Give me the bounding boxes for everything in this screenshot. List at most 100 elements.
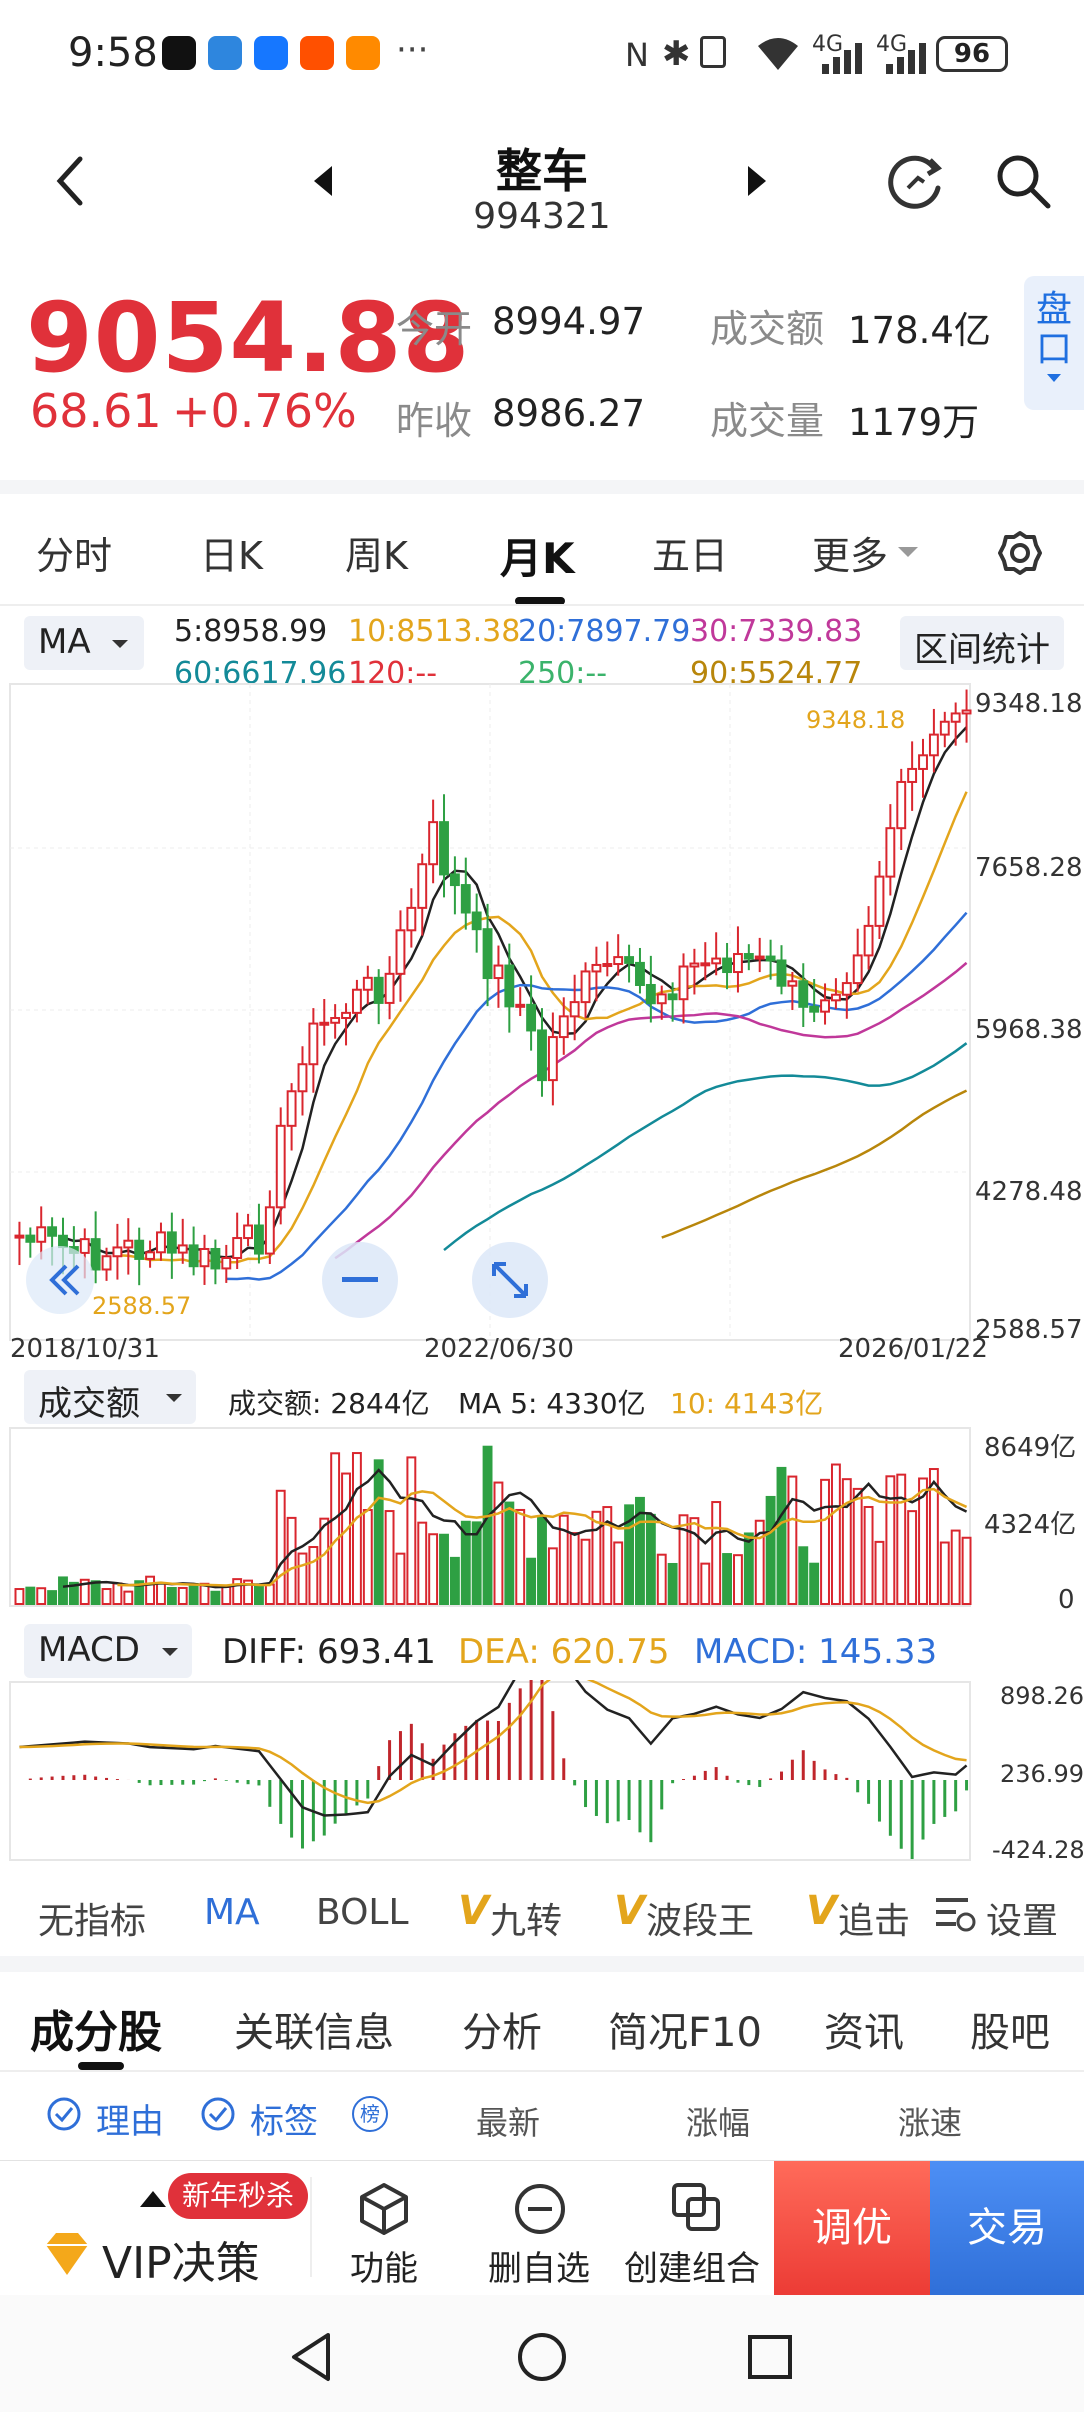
volume-bar — [635, 1496, 645, 1605]
section-forum[interactable]: 股吧 — [970, 2010, 1050, 2056]
volume-selector[interactable]: 成交额 — [24, 1370, 196, 1424]
indicator-jiuzhuan[interactable]: 九转 — [490, 1901, 563, 1942]
volume-bar — [907, 1510, 918, 1605]
range-stats-button[interactable]: 区间统计 — [900, 616, 1064, 670]
candle — [297, 1063, 308, 1093]
tag-toggle[interactable]: 标签 — [250, 2102, 318, 2142]
remove-watchlist-button[interactable]: 删自选 — [488, 2249, 590, 2289]
indicator-bodaowang[interactable]: 波段王 — [646, 1901, 755, 1942]
volume-bar — [406, 1456, 417, 1606]
volume-bar — [798, 1546, 809, 1605]
check-circle-icon[interactable] — [200, 2096, 236, 2132]
section-analysis[interactable]: 分析 — [462, 2010, 542, 2056]
volume-bar — [841, 1478, 852, 1605]
trade-button[interactable]: 交易 — [930, 2161, 1084, 2296]
nav-home-icon[interactable] — [516, 2331, 568, 2383]
indicator-zhuiji[interactable]: 追击 — [838, 1901, 911, 1942]
fullscreen-button[interactable] — [472, 1242, 548, 1318]
indicator-settings[interactable]: 设置 — [986, 1901, 1059, 1942]
create-portfolio-button[interactable]: 创建组合 — [624, 2249, 760, 2289]
candle — [918, 754, 928, 770]
candle — [961, 709, 972, 715]
volume-bar — [678, 1514, 689, 1605]
volume-bar — [950, 1529, 961, 1605]
indicator-none[interactable]: 无指标 — [38, 1901, 147, 1942]
status-time: 9:58 — [68, 30, 158, 76]
candle — [656, 993, 667, 1005]
indicator-settings-icon[interactable] — [934, 1894, 978, 1934]
promo-badge[interactable]: 新年秒杀 — [168, 2173, 309, 2219]
section-f10[interactable]: 简况F10 — [608, 2010, 762, 2056]
settings-icon[interactable] — [996, 529, 1044, 577]
volume-bar — [112, 1582, 123, 1605]
candle — [526, 1003, 537, 1032]
tab-more[interactable]: 更多 — [812, 534, 889, 578]
candle — [243, 1224, 253, 1240]
candle — [722, 957, 733, 974]
search-icon[interactable] — [994, 152, 1054, 212]
section-news[interactable]: 资讯 — [824, 2010, 904, 2056]
tiktok-icon — [162, 36, 196, 70]
back-icon[interactable] — [52, 155, 88, 207]
candle — [733, 953, 743, 974]
candle — [188, 1244, 199, 1268]
volume-bar — [896, 1473, 907, 1605]
nav-recents-icon[interactable] — [746, 2333, 794, 2381]
candle — [460, 884, 471, 914]
tab-five-day[interactable]: 五日 — [652, 534, 729, 578]
volume-ma5: MA 5: 4330亿 — [458, 1387, 646, 1420]
macd-chart[interactable]: 898.26 236.99 -424.28 — [0, 1680, 1084, 1870]
tab-day-k[interactable]: 日K — [200, 534, 263, 578]
bottom-toolbar: 新年秒杀 VIP决策 功能 删自选 创建组合 调优 交易 — [0, 2160, 1084, 2296]
chevron-down-icon — [898, 547, 918, 557]
candle — [123, 1239, 134, 1249]
tab-month-k[interactable]: 月K — [500, 534, 575, 583]
latest-column[interactable]: 最新 — [476, 2104, 541, 2142]
macd-diff: DIFF: 693.41 — [222, 1632, 436, 1672]
zoom-out-button[interactable] — [322, 1242, 398, 1318]
candle — [156, 1231, 166, 1254]
volume-bar — [580, 1538, 591, 1605]
stock-code: 994321 — [473, 196, 611, 237]
scroll-left-button[interactable] — [26, 1246, 94, 1314]
change-column[interactable]: 涨幅 — [686, 2104, 751, 2142]
rank-badge[interactable]: 榜 — [352, 2096, 388, 2132]
tune-button[interactable]: 调优 — [774, 2161, 930, 2296]
orderbook-button[interactable]: 盘口 — [1024, 276, 1084, 410]
macd-selector[interactable]: MACD — [24, 1624, 192, 1678]
candle — [286, 1090, 297, 1127]
ma-selector[interactable]: MA — [24, 616, 144, 670]
volume-bar — [754, 1519, 765, 1605]
tab-minute[interactable]: 分时 — [36, 534, 113, 578]
expand-up-icon[interactable] — [138, 2189, 168, 2209]
layers-icon — [672, 2183, 720, 2231]
kline-chart[interactable]: 9348.18 2588.57 9348.18 7658.28 5968.38 … — [0, 676, 1084, 1360]
speed-column[interactable]: 涨速 — [898, 2104, 963, 2142]
volume-chart[interactable]: 8649亿 4324亿 0 — [0, 1426, 1084, 1616]
period-tabs: 分时 日K 周K 月K 五日 更多 — [0, 505, 1084, 605]
dea-line — [19, 1680, 967, 1805]
indicator-boll[interactable]: BOLL — [316, 1892, 409, 1933]
volume-bar — [820, 1478, 830, 1606]
volume-bar — [689, 1517, 700, 1605]
section-components[interactable]: 成分股 — [30, 2007, 162, 2058]
section-related[interactable]: 关联信息 — [234, 2010, 394, 2056]
volume-bar — [308, 1546, 319, 1606]
indicator-ma[interactable]: MA — [204, 1892, 260, 1933]
next-stock-icon[interactable] — [746, 164, 770, 198]
volume-value: 1179万 — [848, 401, 980, 444]
reason-toggle[interactable]: 理由 — [96, 2102, 164, 2142]
battery-level: 96 — [936, 36, 1008, 72]
candle — [591, 963, 602, 973]
function-button[interactable]: 功能 — [350, 2249, 418, 2289]
check-circle-icon[interactable] — [46, 2096, 82, 2132]
refresh-icon[interactable] — [886, 152, 946, 212]
section-tabs: 成分股 关联信息 分析 简况F10 资讯 股吧 — [0, 1972, 1084, 2072]
prev-stock-icon[interactable] — [310, 164, 334, 198]
ma5-value: 5:8958.99 — [174, 614, 328, 649]
tab-week-k[interactable]: 周K — [345, 534, 408, 578]
volume-bar — [787, 1475, 798, 1605]
vip-decision-button[interactable]: VIP决策 — [102, 2238, 260, 2289]
macd-tick-2: -424.28 — [992, 1836, 1084, 1864]
nav-back-icon[interactable] — [288, 2331, 334, 2383]
